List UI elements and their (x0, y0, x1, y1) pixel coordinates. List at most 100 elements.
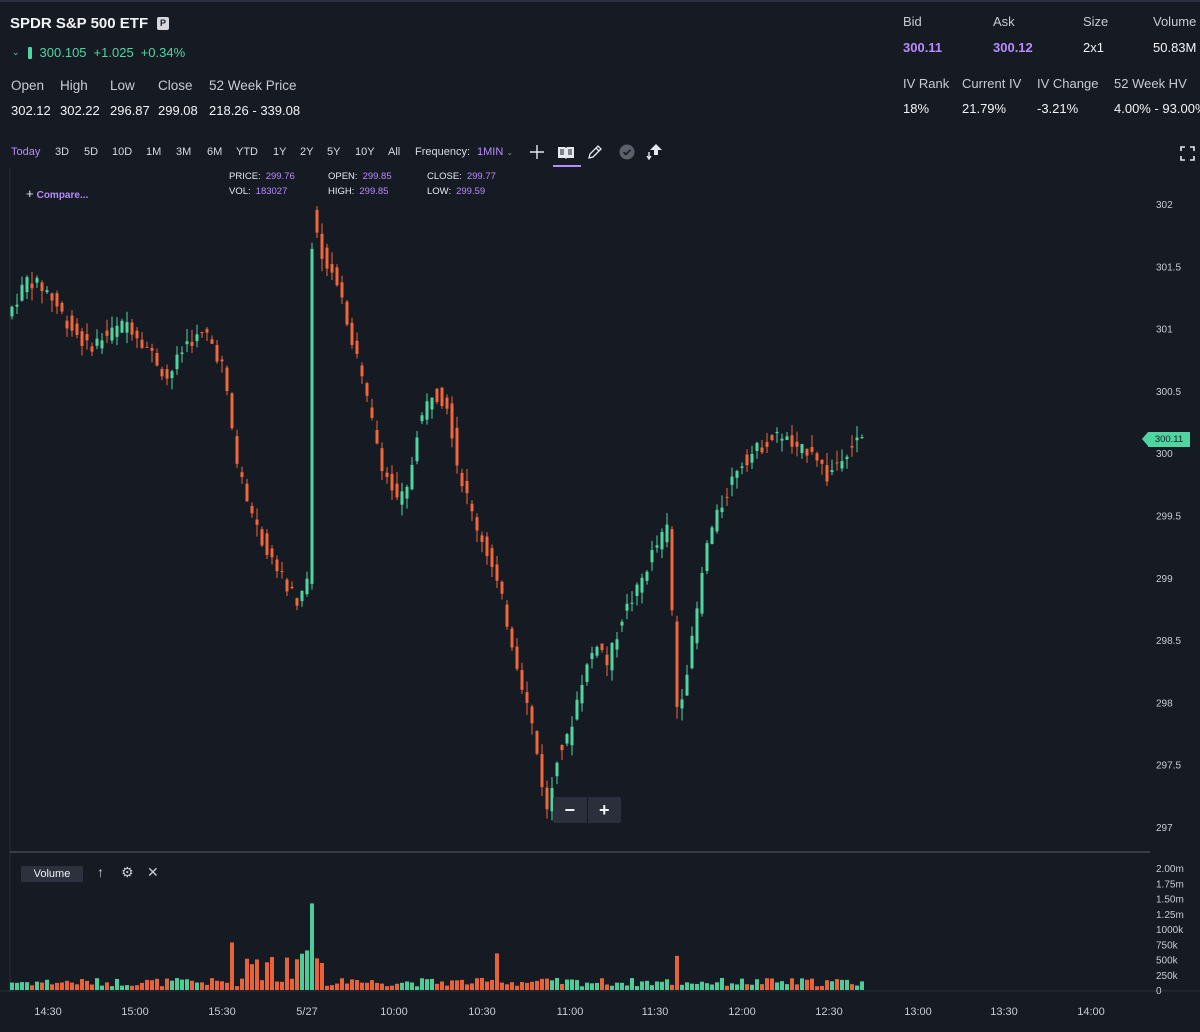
range-2y[interactable]: 2Y (300, 146, 314, 158)
chart-canvas[interactable]: 302 301.5 301 300.5 300 299.5 299 298.5 298 297.5… (0, 168, 1200, 1032)
bid-value: 300.11 (903, 40, 943, 55)
volume-bar (675, 955, 679, 990)
range-10d[interactable]: 10D (112, 146, 133, 158)
ohlc-high-value: 299.85 (359, 186, 389, 197)
range-1y[interactable]: 1Y (273, 146, 287, 158)
chevron-down-icon[interactable]: ⌄ (12, 47, 20, 57)
candle-body (570, 726, 574, 746)
candle-body (155, 352, 159, 366)
chevron-down-icon: ⌄ (506, 148, 514, 157)
crosshair-icon[interactable] (527, 142, 547, 162)
candle-body (580, 685, 584, 704)
volume-bar (385, 986, 389, 990)
candle-body (515, 646, 519, 669)
range-all[interactable]: All (388, 146, 401, 158)
candle-body (745, 454, 749, 466)
volume-bar (665, 979, 669, 990)
candle-body (555, 762, 559, 777)
volume-bar (470, 983, 474, 990)
volume-bar (755, 979, 759, 990)
range-3m[interactable]: 3M (176, 146, 192, 158)
volume-bar (195, 982, 199, 990)
candle-body (415, 437, 419, 462)
candle-body (200, 332, 204, 334)
trade-icon[interactable] (645, 142, 665, 162)
volume-bar (600, 978, 604, 990)
range-5d[interactable]: 5D (84, 146, 99, 158)
y-tick-label: 299 (1156, 574, 1173, 585)
arrow-up-icon[interactable]: ↑ (97, 864, 104, 880)
candle-body (245, 483, 249, 502)
draw-icon[interactable] (585, 142, 605, 162)
size-value: 2x1 (1083, 40, 1104, 55)
candle-body (375, 430, 379, 444)
candle-body (300, 590, 304, 602)
volume-bar (710, 984, 714, 990)
candle-body (635, 584, 639, 596)
ohlc-price-label: PRICE: (229, 171, 261, 182)
volume-bar (120, 985, 124, 990)
candle-body (735, 471, 739, 478)
candle-body (360, 365, 364, 377)
stat-close-value: 299.08 (158, 103, 198, 118)
candle-body (770, 435, 774, 440)
volume-bar (65, 980, 69, 990)
candle-body (180, 352, 184, 354)
candle-body (535, 731, 539, 754)
volume-bar (660, 981, 664, 990)
candle-body (330, 264, 334, 273)
52wk-hv-value: 4.00% - 93.00% (1114, 101, 1200, 116)
range-6m[interactable]: 6M (207, 146, 223, 158)
range-ytd[interactable]: YTD (236, 146, 258, 158)
zoom-in-button[interactable]: + (598, 799, 610, 820)
volume-bar (855, 985, 859, 990)
x-tick-label: 15:00 (121, 1006, 149, 1018)
range-3d[interactable]: 3D (55, 146, 70, 158)
candle-body (145, 346, 149, 348)
range-today[interactable]: Today (11, 146, 41, 158)
price-chart[interactable]: 302 301.5 301 300.5 300 299.5 299 298.5 298 297.5… (0, 168, 1200, 1032)
volume-bar (765, 978, 769, 990)
candle-body (105, 330, 109, 336)
study-icon[interactable] (556, 142, 576, 162)
range-5y[interactable]: 5Y (327, 146, 341, 158)
volume-bar (795, 984, 799, 990)
volume-bar (310, 903, 314, 990)
check-icon[interactable] (617, 142, 637, 162)
volume-bar (615, 982, 619, 990)
fullscreen-icon[interactable] (1180, 146, 1195, 161)
candle-body (435, 388, 439, 402)
range-10y[interactable]: 10Y (355, 146, 375, 158)
volume-bar (330, 985, 334, 990)
ask-label: Ask (993, 14, 1015, 29)
candle-body (695, 608, 699, 644)
candle-body (120, 320, 124, 333)
close-icon[interactable]: ✕ (147, 864, 159, 880)
volume-bar (780, 981, 784, 990)
candle-body (485, 536, 489, 556)
candle-body (35, 277, 39, 283)
candle-body (590, 652, 594, 660)
volume-bar (745, 984, 749, 990)
compare-button[interactable]: + Compare... (26, 186, 88, 201)
volume-bar (625, 985, 629, 990)
ohlc-open-label: OPEN: (328, 171, 358, 182)
range-1m[interactable]: 1M (146, 146, 162, 158)
candle-body (495, 564, 499, 581)
volume-bar (200, 982, 204, 990)
volume-bar (845, 979, 849, 990)
volume-bar (460, 979, 464, 990)
candle-body (730, 476, 734, 485)
frequency-select[interactable]: 1MIN ⌄ (477, 146, 513, 158)
volume-bar (720, 977, 724, 990)
volume-bar (840, 979, 844, 990)
gear-icon[interactable]: ⚙ (121, 864, 134, 880)
candle-body (385, 472, 389, 477)
zoom-out-button[interactable]: − (564, 799, 575, 820)
x-tick-label: 12:30 (815, 1006, 843, 1018)
volume-tick-label: 250k (1156, 971, 1179, 982)
candle-body (335, 267, 339, 286)
candle-body (855, 437, 859, 441)
volume-bar (830, 981, 834, 990)
candle-body (75, 323, 79, 335)
